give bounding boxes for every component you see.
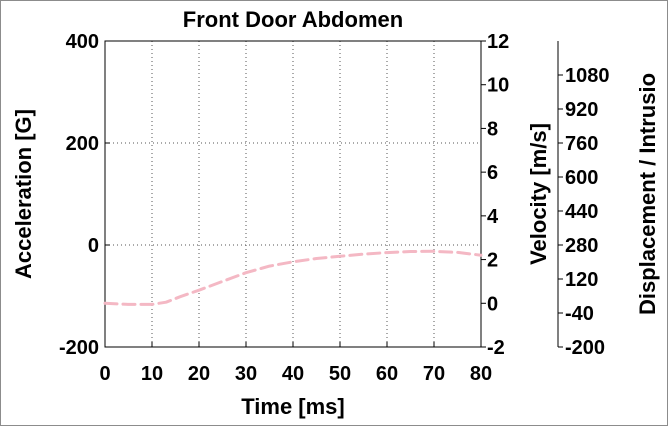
displacement-axis-label: Displacement / Intrusio — [635, 73, 660, 315]
velocity-axis-ticks: 12 10 8 6 4 2 0 -2 — [481, 31, 509, 359]
chart-title: Front Door Abdomen — [183, 7, 403, 32]
displacement-tick-label: -200 — [565, 337, 605, 359]
acceleration-axis-ticks: 400 200 0 -200 — [59, 31, 110, 359]
x-tick-label: 30 — [235, 363, 257, 385]
x-tick-label: 40 — [282, 363, 304, 385]
x-tick-label: 10 — [141, 363, 163, 385]
displacement-tick-label: 120 — [565, 269, 598, 291]
displacement-tick-label: 600 — [565, 167, 598, 189]
x-tick-label: 50 — [329, 363, 351, 385]
displacement-tick-label: -40 — [565, 303, 594, 325]
velocity-tick-label: 12 — [487, 31, 509, 53]
displacement-tick-label: 1080 — [565, 65, 610, 87]
velocity-tick-label: 8 — [487, 118, 498, 140]
velocity-tick-label: 0 — [487, 293, 498, 315]
acceleration-tick-label: 200 — [66, 133, 99, 155]
x-axis-label: Time [ms] — [241, 394, 345, 419]
x-tick-label: 60 — [376, 363, 398, 385]
acceleration-tick-label: 0 — [88, 235, 99, 257]
displacement-tick-label: 920 — [565, 99, 598, 121]
velocity-tick-label: 10 — [487, 75, 509, 97]
displacement-axis-ticks: 1080 920 760 600 440 280 120 -40 -200 — [558, 65, 610, 359]
grid — [105, 41, 481, 347]
velocity-axis-label: Velocity [m/s] — [526, 123, 551, 265]
x-axis-ticks: 0 10 20 30 40 50 60 70 80 — [99, 342, 492, 385]
displacement-tick-label: 760 — [565, 133, 598, 155]
x-tick-label: 70 — [423, 363, 445, 385]
acceleration-tick-label: -200 — [59, 337, 99, 359]
series-layer — [103, 249, 483, 306]
series-line-0 — [103, 249, 483, 306]
velocity-tick-label: -2 — [487, 337, 505, 359]
displacement-tick-label: 440 — [565, 201, 598, 223]
displacement-tick-label: 280 — [565, 235, 598, 257]
acceleration-tick-label: 400 — [66, 31, 99, 53]
velocity-tick-label: 2 — [487, 250, 498, 272]
x-tick-label: 20 — [188, 363, 210, 385]
velocity-tick-label: 4 — [487, 206, 499, 228]
x-tick-label: 0 — [99, 363, 110, 385]
velocity-tick-label: 6 — [487, 162, 498, 184]
x-tick-label: 80 — [470, 363, 492, 385]
acceleration-axis-label: Acceleration [G] — [11, 109, 36, 279]
